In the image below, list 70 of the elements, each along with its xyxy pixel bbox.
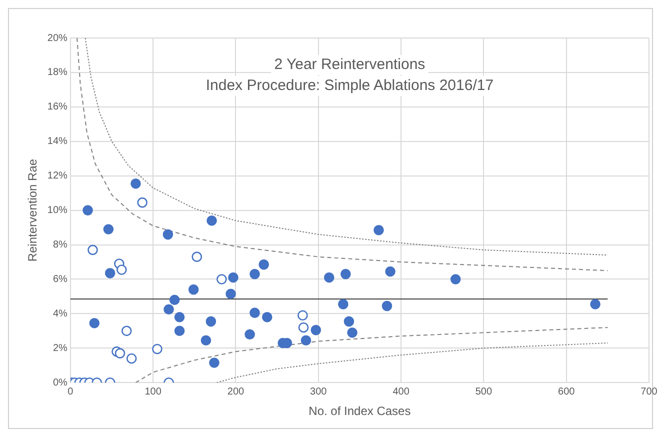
point xyxy=(385,266,396,277)
point xyxy=(324,272,334,283)
point xyxy=(382,300,392,312)
y-tick-label: 16% xyxy=(47,102,68,113)
x-axis-title: No. of Index Cases xyxy=(308,404,411,418)
y-tick-label: 0% xyxy=(52,377,68,388)
point xyxy=(310,324,322,336)
point xyxy=(130,178,141,189)
point xyxy=(137,197,148,208)
point xyxy=(152,344,162,354)
line-series xyxy=(135,326,608,383)
point xyxy=(114,348,126,358)
x-tick-label: 300 xyxy=(310,386,328,398)
point xyxy=(206,215,217,226)
y-tick-label: 6% xyxy=(52,274,68,285)
point xyxy=(206,316,216,327)
point xyxy=(262,312,272,322)
point xyxy=(116,264,127,275)
point xyxy=(300,335,312,346)
point xyxy=(244,329,255,340)
x-tick-label: 100 xyxy=(144,386,162,398)
y-axis-title: Reintervention Rae xyxy=(26,158,40,262)
y-tick-label: 18% xyxy=(47,67,68,78)
x-tick-label: 500 xyxy=(475,386,492,398)
point xyxy=(104,268,116,278)
point xyxy=(258,259,269,270)
point xyxy=(121,326,132,336)
point xyxy=(162,229,174,240)
text: Index Procedure: Simple Ablations 2016/17 xyxy=(206,77,494,94)
point xyxy=(88,244,98,256)
x-tick-label: 600 xyxy=(558,386,576,398)
point xyxy=(250,308,260,318)
text: 2 Year Reinterventions xyxy=(274,56,426,74)
point xyxy=(126,353,137,364)
point xyxy=(174,312,185,322)
point xyxy=(298,322,309,333)
point xyxy=(164,304,174,315)
x-tick-label: 700 xyxy=(640,386,658,398)
point xyxy=(192,252,202,262)
line-series xyxy=(216,342,608,383)
point xyxy=(82,205,93,216)
point xyxy=(226,288,236,300)
x-tick-label: 400 xyxy=(392,386,410,398)
point xyxy=(250,268,260,280)
point xyxy=(338,299,348,310)
point xyxy=(228,272,238,283)
y-tick-label: 14% xyxy=(47,136,68,148)
point xyxy=(169,294,180,306)
y-tick-label: 20% xyxy=(47,32,68,44)
y-tick-label: 8% xyxy=(52,240,68,251)
point xyxy=(89,318,100,328)
point xyxy=(347,327,358,338)
point xyxy=(200,335,212,346)
y-tick-label: 2% xyxy=(52,342,68,354)
point xyxy=(374,224,384,236)
x-tick-label: 200 xyxy=(227,386,245,398)
point xyxy=(174,326,185,336)
y-tick-label: 12% xyxy=(47,170,68,182)
point xyxy=(298,310,308,321)
point xyxy=(340,268,351,280)
point xyxy=(590,299,600,310)
point xyxy=(344,316,354,327)
point xyxy=(216,274,227,284)
y-tick-label: 10% xyxy=(47,205,68,216)
point xyxy=(209,358,220,368)
point xyxy=(103,224,114,234)
point xyxy=(188,284,199,295)
x-tick-label: 0 xyxy=(68,386,74,398)
y-tick-label: 4% xyxy=(52,308,68,320)
point xyxy=(450,274,461,284)
